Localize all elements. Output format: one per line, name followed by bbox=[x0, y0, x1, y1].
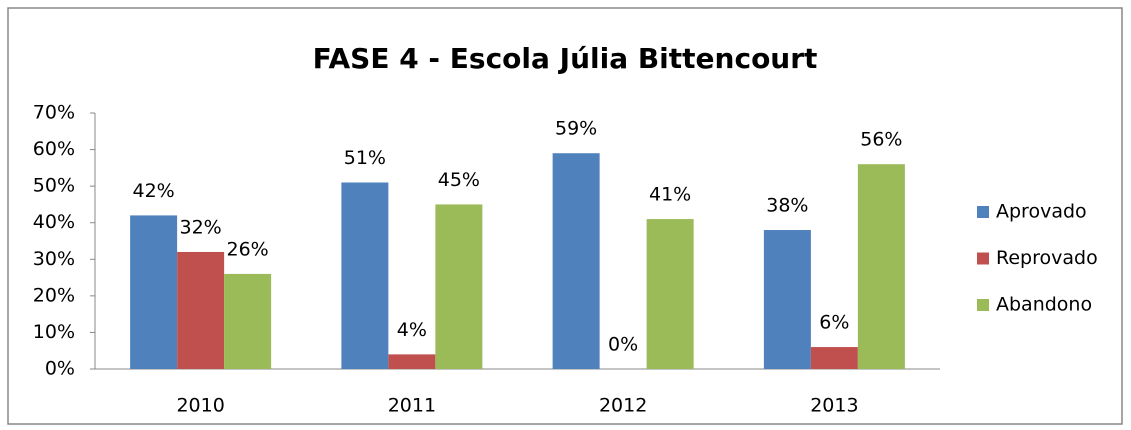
y-tick-label: 40% bbox=[33, 211, 75, 233]
y-tick-label: 30% bbox=[33, 248, 75, 270]
data-label: 59% bbox=[555, 118, 597, 140]
x-tick-label: 2013 bbox=[810, 395, 858, 417]
bar bbox=[857, 164, 905, 369]
y-tick-label: 0% bbox=[45, 358, 75, 380]
bar bbox=[177, 251, 225, 369]
x-tick-label: 2010 bbox=[176, 395, 224, 417]
y-tick-label: 60% bbox=[33, 138, 75, 160]
data-label: 6% bbox=[819, 312, 849, 334]
x-tick-label: 2011 bbox=[388, 395, 436, 417]
y-tick-label: 20% bbox=[33, 284, 75, 306]
bar bbox=[341, 182, 389, 369]
data-label: 38% bbox=[766, 195, 808, 217]
bar bbox=[552, 153, 600, 369]
data-label: 42% bbox=[133, 180, 175, 202]
bar bbox=[388, 354, 436, 369]
legend-label: Reprovado bbox=[996, 247, 1098, 269]
bar bbox=[810, 347, 858, 369]
data-label: 0% bbox=[608, 334, 638, 356]
bar bbox=[646, 219, 694, 369]
data-label: 45% bbox=[438, 169, 480, 191]
bar bbox=[224, 273, 272, 369]
data-label: 51% bbox=[344, 147, 386, 169]
legend-label: Abandono bbox=[996, 294, 1092, 316]
data-label: 32% bbox=[180, 216, 222, 238]
data-label: 26% bbox=[227, 238, 269, 260]
data-label: 4% bbox=[397, 319, 427, 341]
bar bbox=[435, 204, 483, 369]
bar bbox=[130, 215, 178, 369]
y-tick-label: 10% bbox=[33, 321, 75, 343]
legend-label: Aprovado bbox=[996, 201, 1087, 223]
bar bbox=[763, 230, 811, 369]
x-tick-label: 2012 bbox=[599, 395, 647, 417]
y-tick-label: 70% bbox=[33, 102, 75, 124]
y-tick-label: 50% bbox=[33, 175, 75, 197]
legend-swatch bbox=[977, 252, 989, 265]
data-label: 56% bbox=[860, 129, 902, 151]
data-label: 41% bbox=[649, 184, 691, 206]
legend-swatch bbox=[977, 299, 989, 311]
chart-title: FASE 4 - Escola Júlia Bittencourt bbox=[313, 42, 818, 75]
legend-swatch bbox=[977, 206, 989, 218]
